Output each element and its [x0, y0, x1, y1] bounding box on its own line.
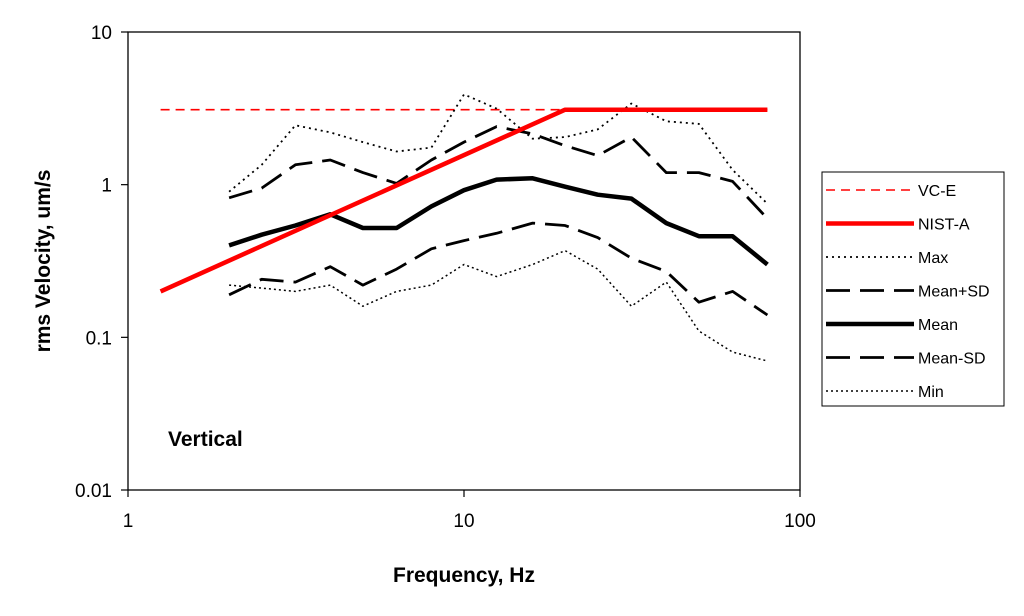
x-tick-label: 10 — [453, 511, 474, 532]
x-tick-label: 1 — [123, 511, 134, 532]
legend-label-vc-e: VC-E — [918, 183, 956, 200]
series-line-mean-sd-3 — [228, 125, 769, 220]
legend-label-nist-a: NIST-A — [918, 217, 970, 234]
y-tick-label: 1 — [101, 176, 112, 197]
x-tick-label: 100 — [784, 511, 816, 532]
annotation-label: Vertical — [168, 428, 243, 451]
axis-ticks: 1 10 100 0.01 0.1 1 10 — [75, 23, 816, 532]
y-tick-label: 0.01 — [75, 481, 112, 502]
legend: VC-E NIST-A Max Mean+SD Mean Mean-SD Min — [821, 171, 1005, 407]
series-line-mean-sd-5 — [228, 221, 769, 317]
legend-label-min: Min — [918, 384, 944, 401]
legend-label-mean-sd: Mean-SD — [918, 351, 986, 368]
legend-label-mean: Mean — [918, 317, 958, 334]
series-layer — [159, 93, 769, 362]
legend-label-max: Max — [918, 250, 948, 267]
series-line-nist-a-1 — [159, 107, 768, 294]
x-axis-title: Frequency, Hz — [393, 564, 535, 587]
legend-box — [821, 171, 1005, 407]
y-tick-label: 0.1 — [86, 328, 112, 349]
y-tick-label: 10 — [91, 23, 112, 44]
y-axis-title: rms Velocity, um/s — [32, 170, 55, 353]
series-line-min-6 — [229, 249, 768, 362]
legend-label-mean-sd: Mean+SD — [918, 284, 990, 301]
series-line-max-2 — [228, 93, 769, 205]
